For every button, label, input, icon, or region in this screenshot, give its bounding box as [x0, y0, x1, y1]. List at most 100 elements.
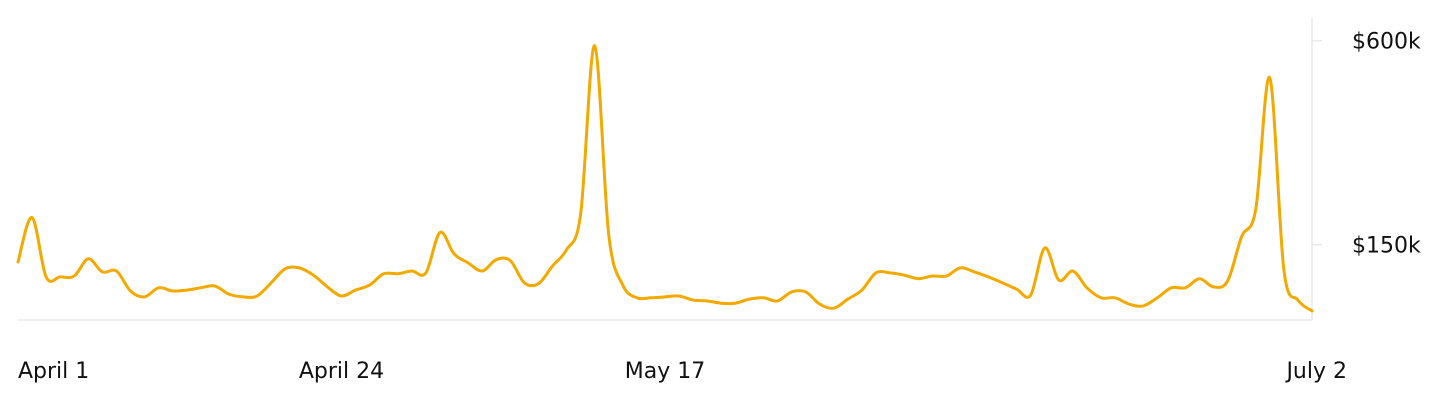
data-point — [1268, 76, 1272, 80]
data-point — [1029, 293, 1033, 297]
data-point — [1226, 279, 1230, 283]
data-point — [565, 248, 569, 252]
data-point — [691, 298, 695, 302]
x-tick-label: April 24 — [299, 359, 384, 384]
data-point — [368, 283, 372, 287]
data-point — [114, 269, 118, 273]
data-point — [438, 230, 442, 234]
data-point — [396, 272, 400, 276]
data-point — [1183, 286, 1187, 290]
data-point — [311, 273, 315, 277]
data-point — [143, 295, 147, 299]
data-point — [325, 285, 329, 289]
data-point — [776, 299, 780, 303]
data-point — [846, 297, 850, 301]
data-point — [255, 294, 259, 298]
data-point — [199, 286, 203, 290]
data-point — [283, 267, 287, 271]
data-point — [522, 281, 526, 285]
data-point — [354, 288, 358, 292]
data-point — [466, 261, 470, 265]
data-point — [1141, 304, 1145, 308]
data-point — [452, 252, 456, 256]
data-point — [227, 292, 231, 296]
y-tick-label: $150k — [1352, 234, 1421, 259]
data-point — [1071, 269, 1075, 273]
data-point — [719, 301, 723, 305]
data-point — [72, 274, 76, 278]
data-point — [747, 297, 751, 301]
data-point — [1240, 235, 1244, 239]
data-point — [790, 290, 794, 294]
data-point — [536, 282, 540, 286]
data-point — [621, 283, 625, 287]
data-point — [1212, 285, 1216, 289]
data-point — [705, 299, 709, 303]
data-point — [677, 294, 681, 298]
data-point — [58, 275, 62, 279]
data-point — [860, 288, 864, 292]
data-point — [916, 277, 920, 281]
data-point — [424, 271, 428, 275]
data-point — [958, 266, 962, 270]
x-tick-label: May 17 — [625, 359, 705, 384]
data-point — [1043, 246, 1047, 250]
data-point — [480, 269, 484, 273]
data-point — [579, 212, 583, 216]
data-point — [382, 272, 386, 276]
data-point — [832, 306, 836, 310]
data-point — [1127, 302, 1131, 306]
data-point — [269, 281, 273, 285]
data-point — [241, 295, 245, 299]
data-point — [16, 260, 20, 264]
data-point — [1057, 278, 1061, 282]
data-point — [1254, 207, 1258, 211]
data-point — [1015, 287, 1019, 291]
data-point — [888, 271, 892, 275]
data-point — [157, 286, 161, 290]
data-point — [663, 295, 667, 299]
data-point — [213, 284, 217, 288]
data-point — [410, 269, 414, 273]
data-point — [508, 259, 512, 263]
x-tick-label: April 1 — [18, 359, 89, 384]
data-point — [1155, 296, 1159, 300]
data-point — [1197, 277, 1201, 281]
data-point — [30, 216, 34, 220]
data-point — [1282, 268, 1286, 272]
data-point — [818, 302, 822, 306]
data-point — [1169, 286, 1173, 290]
data-point — [1001, 281, 1005, 285]
data-point — [86, 257, 90, 261]
data-point — [733, 301, 737, 305]
data-point — [1296, 298, 1300, 302]
data-point — [171, 289, 175, 293]
data-point — [494, 258, 498, 262]
y-tick-label: $600k — [1352, 30, 1421, 55]
data-point — [1099, 296, 1103, 300]
data-point — [649, 296, 653, 300]
data-point — [593, 44, 597, 48]
data-point — [340, 294, 344, 298]
data-point — [635, 296, 639, 300]
data-point — [944, 274, 948, 278]
x-tick-label: July 2 — [1284, 359, 1347, 384]
data-point — [1310, 309, 1314, 313]
data-point — [761, 296, 765, 300]
data-point — [1085, 286, 1089, 290]
data-point — [987, 275, 991, 279]
series-line — [16, 44, 1314, 313]
data-point — [100, 270, 104, 274]
data-point — [607, 233, 611, 237]
data-point — [44, 275, 48, 279]
data-point — [1113, 296, 1117, 300]
data-point — [874, 271, 878, 275]
data-point — [972, 270, 976, 274]
data-point — [185, 288, 189, 292]
data-point — [297, 266, 301, 270]
data-point — [550, 264, 554, 268]
data-point — [129, 289, 133, 293]
data-point — [902, 273, 906, 277]
data-point — [930, 274, 934, 278]
